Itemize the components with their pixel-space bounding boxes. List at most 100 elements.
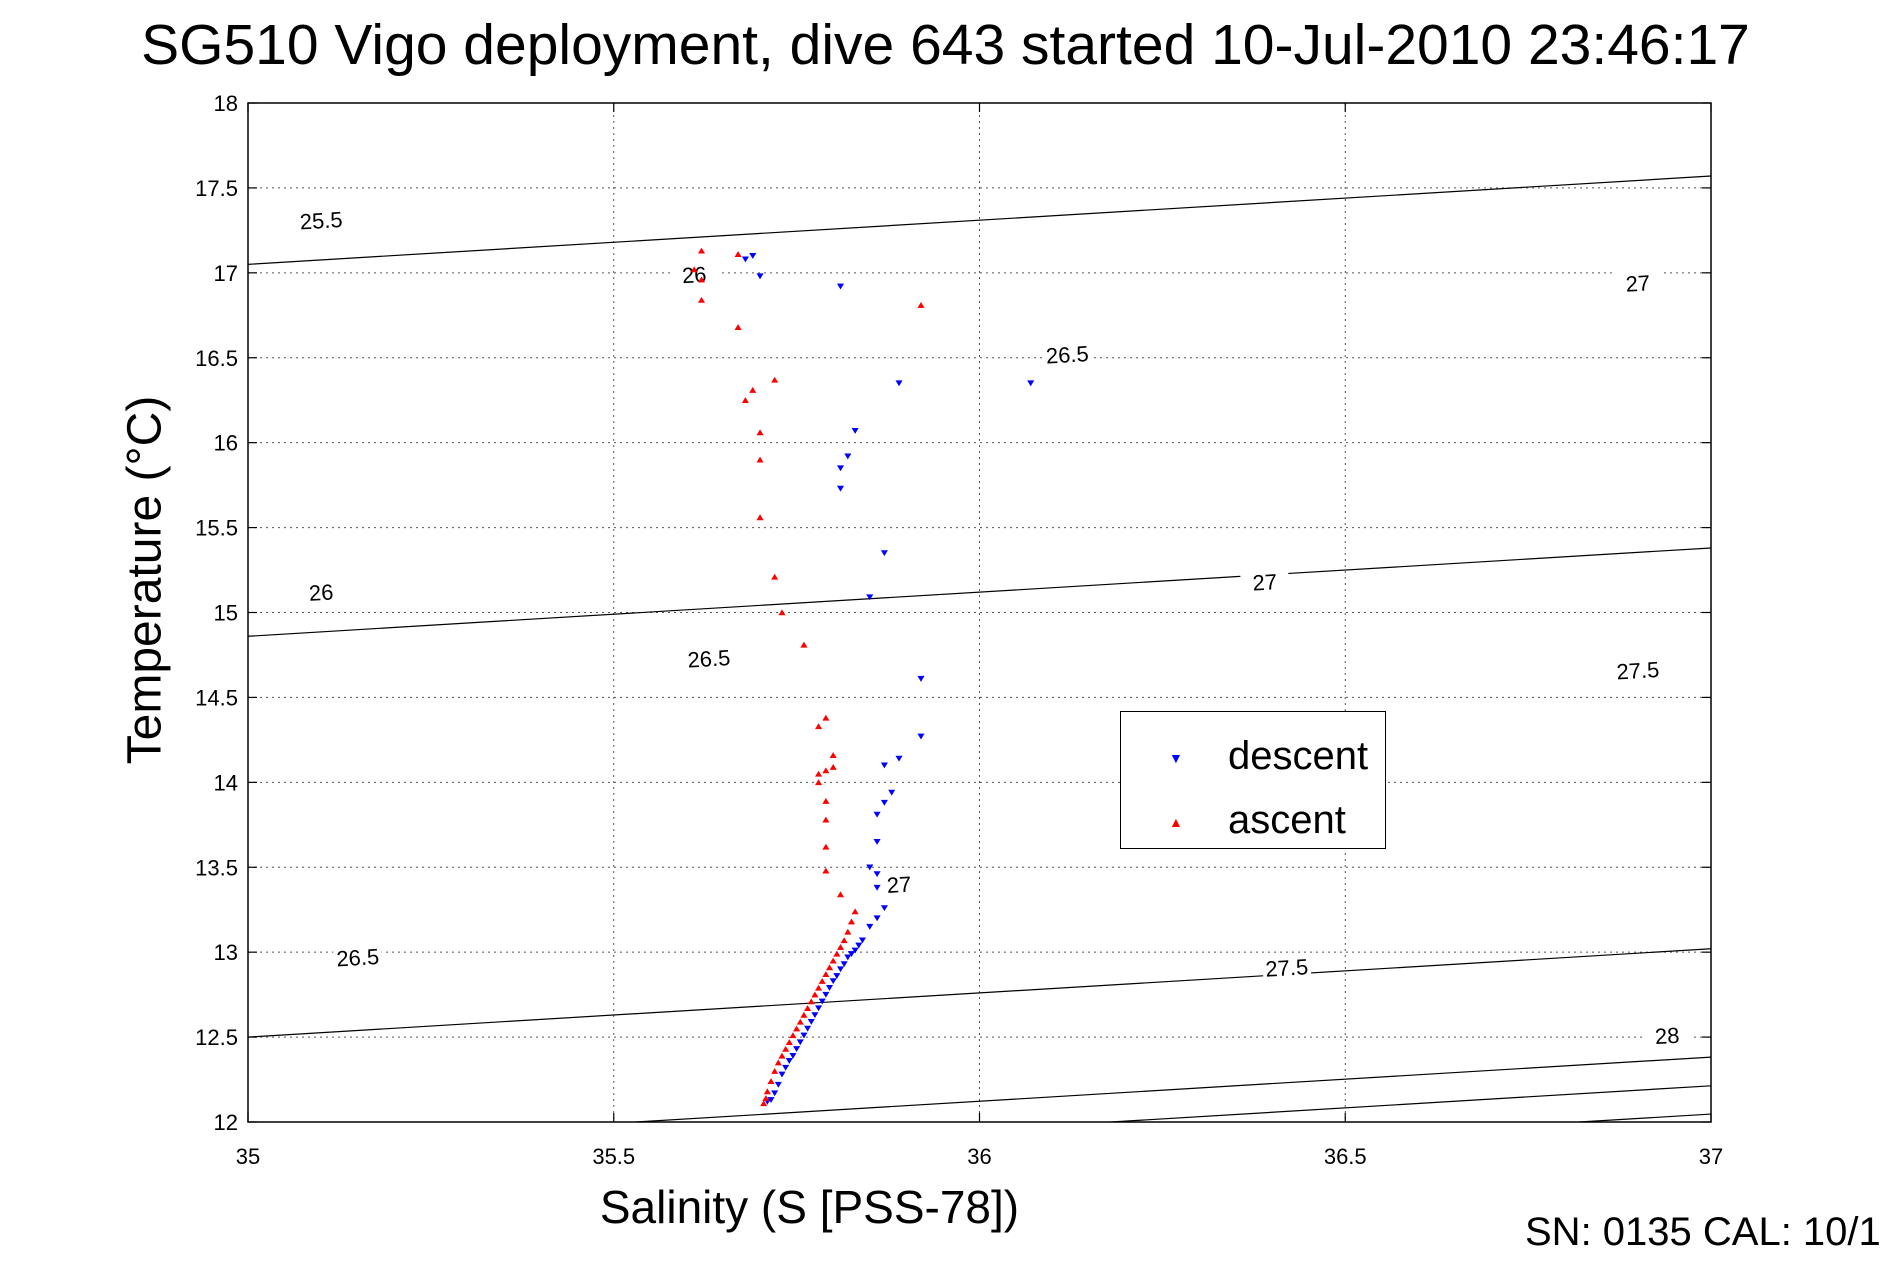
contour-label-bg [296,205,346,235]
y-tick-label: 13 [214,940,238,965]
ascent-point [741,397,749,404]
ascent-point [778,609,786,616]
x-tick-label: 36.5 [1324,1144,1367,1169]
contour-label-bg [1042,339,1093,369]
x-tick-label: 35 [236,1144,260,1169]
y-tick-label: 16.5 [195,346,238,371]
ascent-point [818,977,826,984]
descent-point [829,978,837,985]
descent-point [917,733,925,740]
ascent-point [822,767,830,774]
ascent-point [734,324,742,330]
contour-label: 27 [1625,270,1651,296]
contour-line-27 [635,1056,1711,1122]
ascent-point [826,964,834,971]
ascent-point [800,1011,808,1018]
descent-point [778,1071,786,1078]
descent-point [836,966,845,973]
contour-line-25.5 [248,175,1711,265]
descent-point [1027,380,1035,387]
descent-point [836,465,845,472]
ascent-point [822,843,830,850]
contour-label-bg [684,643,734,673]
descent-point [793,1046,801,1053]
descent-point [804,1025,812,1032]
y-tick-label: 12 [214,1110,238,1135]
ascent-point [807,998,815,1005]
contour-label: 26 [681,262,707,288]
ascent-point [756,514,764,521]
descent-point [880,550,888,557]
contour-label-bg [332,942,383,972]
descent-point [873,811,881,818]
descent-point [873,871,881,878]
descent-point [844,453,852,460]
chart-title: SG510 Vigo deployment, dive 643 started … [141,13,1750,77]
contour-label: 27.5 [1616,657,1660,685]
contour-label: 28 [1654,1023,1680,1049]
ascent-point [756,429,764,436]
legend-label-ascent: ascent [1228,798,1346,842]
descent-point [789,1052,797,1059]
contour-label-bg [1240,567,1290,597]
ascent-point [847,918,856,925]
descent-point [811,1012,819,1019]
ascent-point [793,1025,801,1032]
ascent-point [804,1005,812,1012]
descent-point [771,1090,779,1097]
descent-point [782,1064,790,1071]
descent-point [855,942,863,949]
descent-point [851,947,859,954]
ascent-point [782,1045,790,1052]
y-tick-label: 15.5 [195,516,238,541]
contour-line-27.5 [1111,1085,1711,1122]
ascent-point [698,296,706,303]
contour-label: 27 [886,872,912,898]
descent-point [833,973,841,980]
ascent-point [822,816,830,823]
y-tick-label: 15 [214,601,238,626]
y-tick-label: 12.5 [195,1025,238,1050]
ascent-point [800,641,808,648]
descent-point [836,485,845,492]
ascent-point [760,1100,768,1107]
descent-point [840,961,848,968]
ascent-point [829,752,837,758]
contour-label-bg [874,869,924,899]
ascent-point [756,456,764,463]
ascent-point [844,928,852,935]
y-tick-label: 18 [214,91,238,116]
data-series [690,247,1035,1107]
y-tick-label: 16 [214,431,238,456]
ascent-marker-icon: ▲ [1169,814,1183,830]
contour-label: 26.5 [687,645,731,673]
ascent-point [917,302,925,308]
descent-point [741,256,749,263]
contour-label: 25.5 [299,207,343,235]
descent-point [818,998,826,1005]
contour-label-bg [1613,655,1663,685]
serial-calibration-text: SN: 0135 CAL: 10/1 [1525,1210,1881,1254]
ascent-point [815,779,823,786]
descent-point [796,1039,804,1046]
series-descent [741,253,1035,1105]
ascent-point [833,950,841,957]
grid [248,103,1711,1122]
contour-labels: 25.5 26 26 26.5 26.5 26.5 27 27 27 27.5 27.5 28 [296,205,1692,1050]
descent-point [866,864,874,871]
ascent-point [815,984,823,991]
ascent-point [771,1067,779,1074]
descent-point [749,253,757,259]
contour-label: 26.5 [336,944,380,972]
contour-label: 26 [308,579,334,605]
y-tick-label: 17.5 [195,176,238,201]
ascent-point [771,573,779,580]
contour-label: 26.5 [1045,341,1089,369]
ascent-point [851,908,859,915]
descent-point [756,273,764,280]
y-tick-label: 14.5 [195,685,238,710]
x-tick-label: 37 [1699,1144,1723,1169]
descent-point [822,991,830,998]
x-axis-label: Salinity (S [PSS-78]) [0,1180,1891,1234]
contour-label-bg [669,260,719,289]
